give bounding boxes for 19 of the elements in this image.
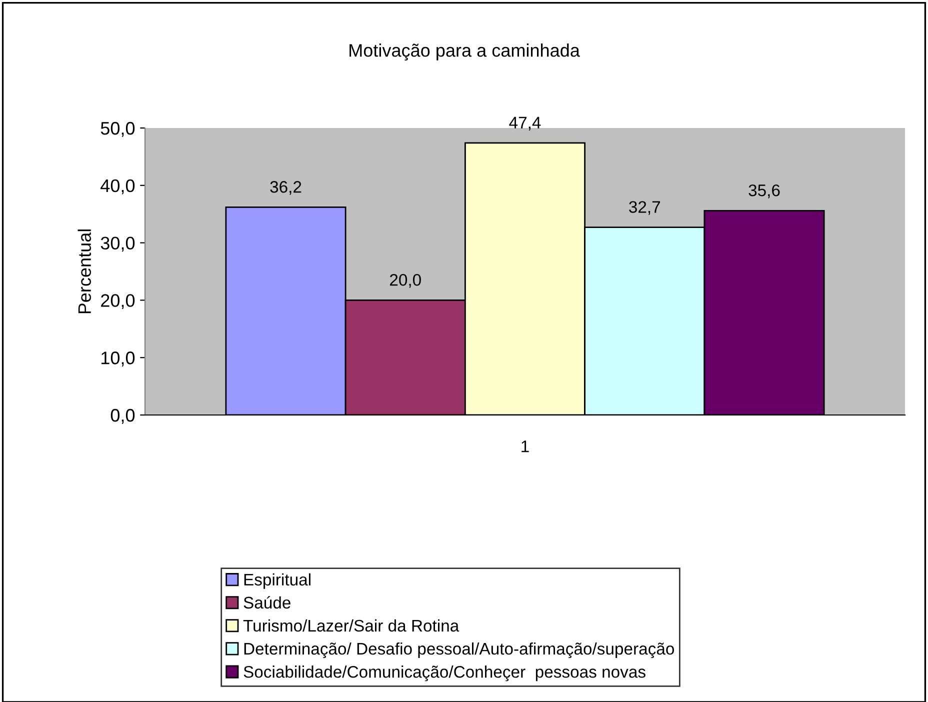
legend-label: Determinação/ Desafio pessoal/Auto-afirmação/superação [244, 642, 674, 658]
y-axis-title: Percentual [78, 230, 92, 314]
data-label: 20,0 [390, 274, 421, 288]
legend-label: Espiritual [244, 573, 310, 589]
legend-label: Saúde [244, 596, 290, 609]
y-tick-label: 10,0 [102, 352, 135, 366]
chart-title: Motivação para a caminhada [350, 44, 580, 60]
y-tick-label: 20,0 [101, 294, 135, 310]
data-label: 35,6 [748, 184, 780, 198]
y-tick-label: 50,0 [100, 122, 135, 137]
y-tick-label: 40,0 [100, 179, 135, 194]
x-tick-label: 1 [522, 440, 529, 452]
legend-label: Sociabilidade/Comunicação/Conheçer pessoas novas [244, 666, 646, 682]
y-tick-label: 30,0 [100, 236, 135, 252]
y-tick-label: 0,0 [110, 408, 135, 424]
data-label: 47,4 [509, 116, 541, 130]
data-label: 32,7 [629, 201, 660, 215]
data-label: 36,2 [270, 181, 302, 195]
legend-label: Turismo/Lazer/Sair da Rotina [243, 619, 460, 632]
